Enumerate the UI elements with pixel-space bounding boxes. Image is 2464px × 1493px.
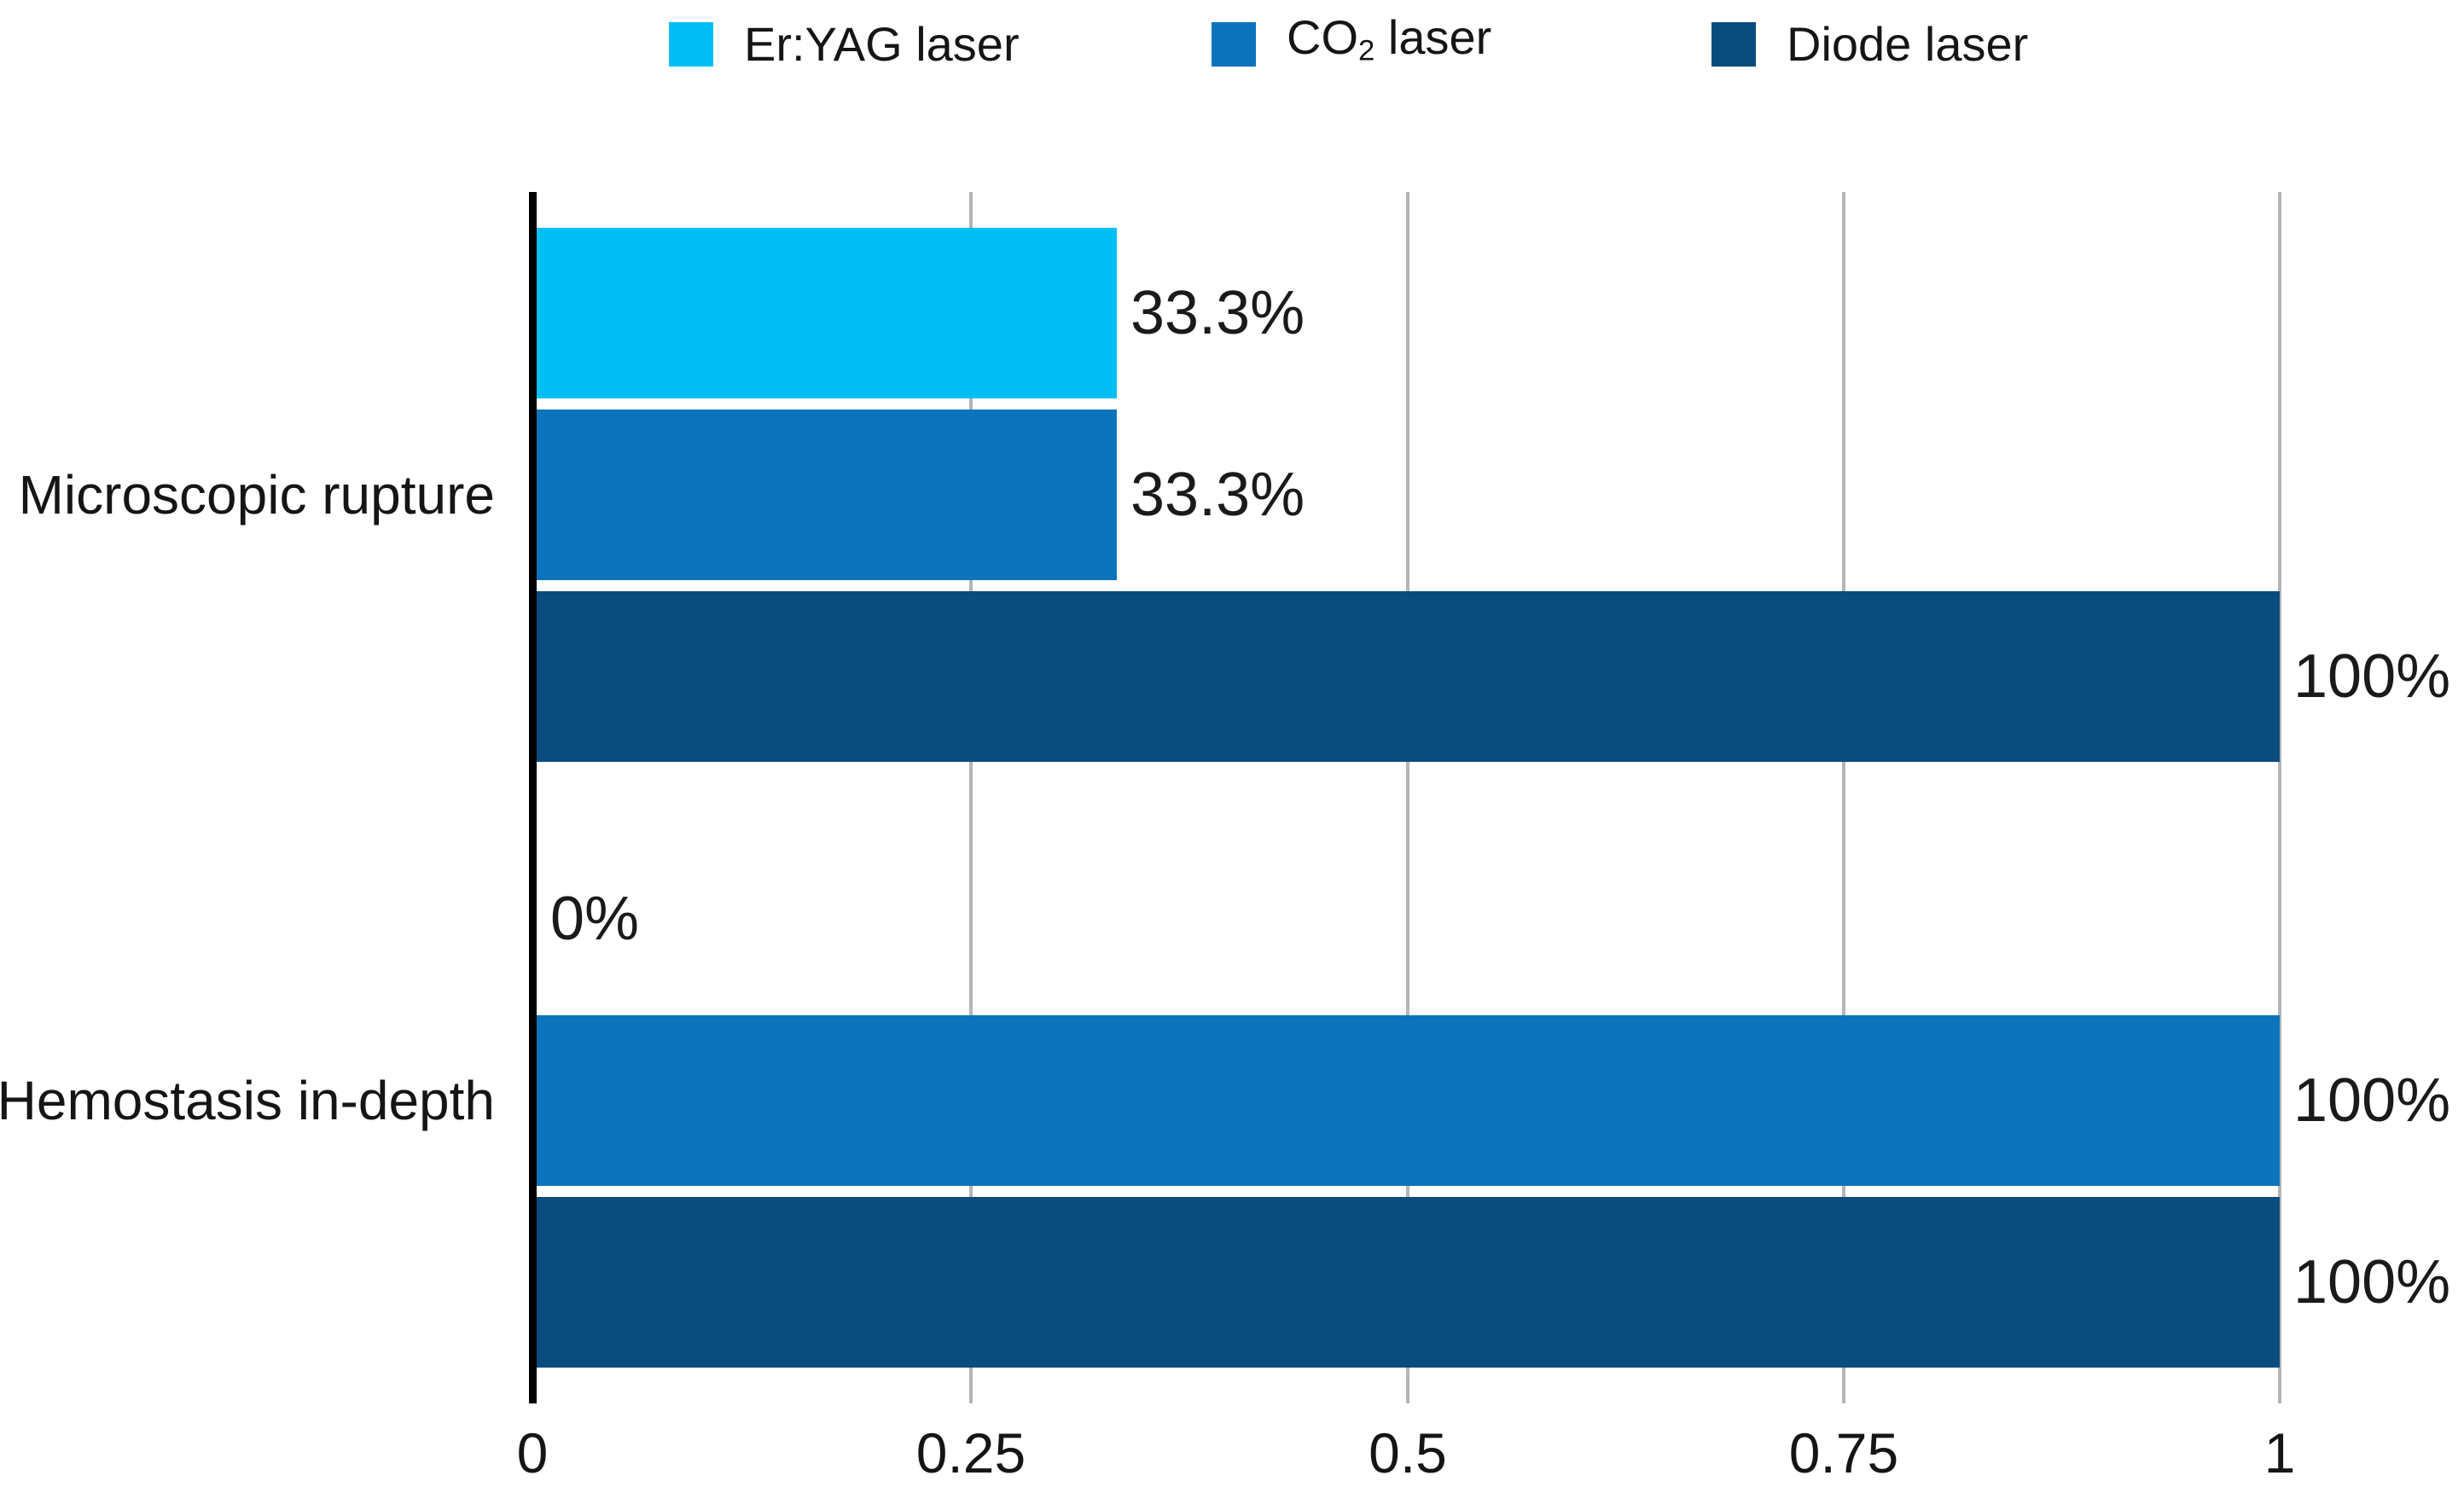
x-tick-0: 0 [516,1421,549,1484]
category-label-microscopic-rupture: Microscopic rupture [18,464,495,526]
bar-value-label-co-laser-hemostasis-in-depth: 100% [2293,1066,2451,1135]
gridline-0-25 [969,192,973,1403]
legend-swatch-co2-icon [1212,22,1256,67]
category-label-hemostasis-in-depth: Hemostasis in-depth [0,1070,495,1131]
bar-value-label-er-yag-laser-hemostasis-in-depth: 0% [550,885,640,953]
x-tick-0-25: 0.25 [915,1421,1026,1484]
legend-label-eryag: Er:YAG laser [744,17,1020,71]
legend-item-co2-laser: CO2 laser [1212,14,1491,68]
bar-diode-laser-microscopic-rupture [537,591,2280,762]
legend-item-eryag-laser: Er:YAG laser [669,20,1020,68]
gridline-1 [2278,192,2281,1403]
bar-value-label-er-yag-laser-microscopic-rupture: 33.3% [1130,279,1305,347]
x-tick-0-75: 0.75 [1788,1421,1899,1484]
bar-co-laser-hemostasis-in-depth [537,1015,2280,1186]
bar-er-yag-laser-microscopic-rupture [537,228,1117,398]
x-tick-1: 1 [2264,1421,2296,1484]
legend-item-diode-laser: Diode laser [1711,20,2028,68]
legend-swatch-eryag-icon [669,22,713,67]
bar-value-label-diode-laser-hemostasis-in-depth: 100% [2293,1248,2451,1316]
bar-value-label-diode-laser-microscopic-rupture: 100% [2293,642,2451,711]
bar-co-laser-microscopic-rupture [537,410,1117,580]
bar-diode-laser-hemostasis-in-depth [537,1197,2280,1368]
legend-label-co2: CO2 laser [1287,10,1492,67]
y-axis-line [529,192,537,1403]
legend-label-diode: Diode laser [1787,17,2029,71]
gridline-0-75 [1842,192,1845,1403]
gridline-0-5 [1406,192,1409,1403]
bar-value-label-co-laser-microscopic-rupture: 33.3% [1130,461,1305,529]
x-tick-0-5: 0.5 [1369,1421,1447,1484]
legend-swatch-diode-icon [1711,22,1756,67]
